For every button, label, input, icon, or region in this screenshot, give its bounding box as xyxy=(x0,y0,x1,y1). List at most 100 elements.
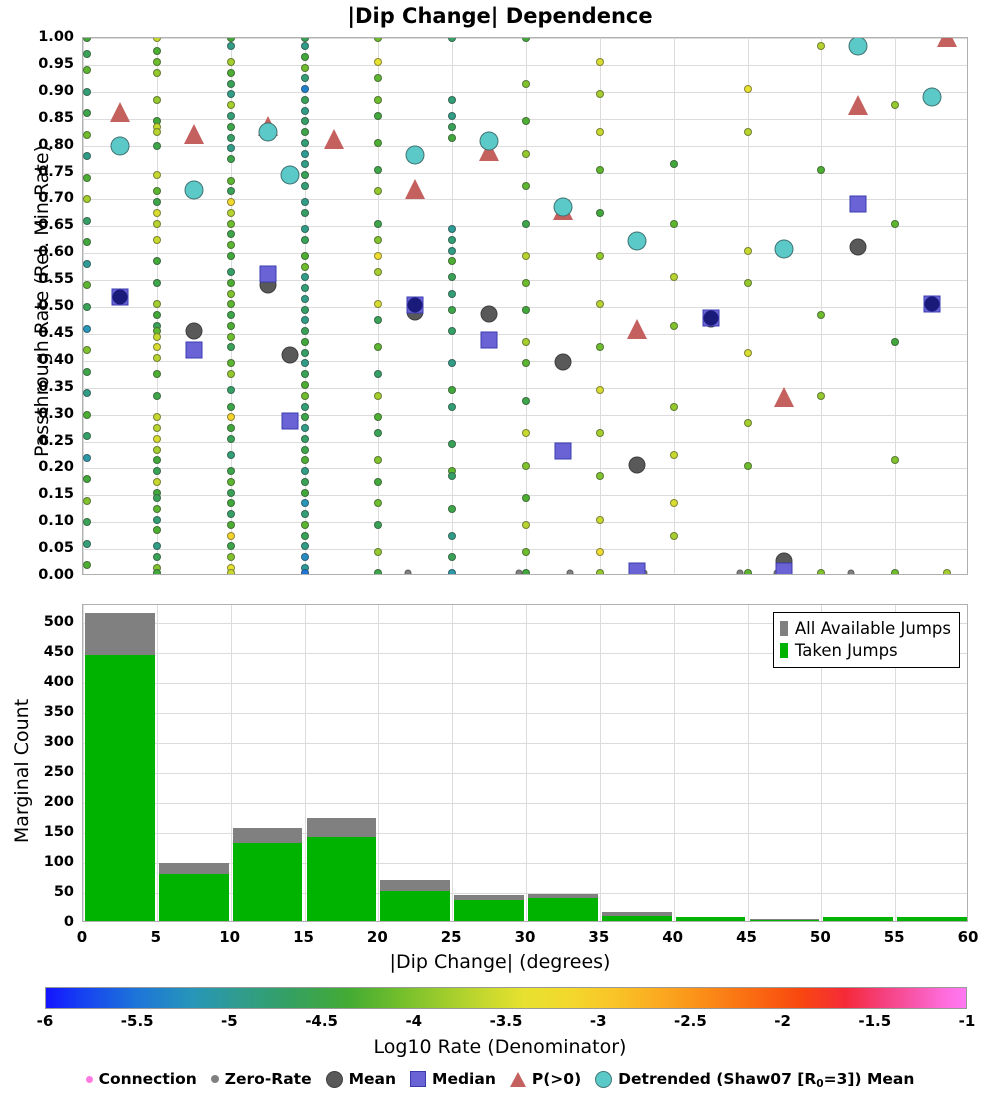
scatter-y-tick-label: 0.80 xyxy=(38,136,74,153)
histogram-bar[interactable] xyxy=(232,828,303,921)
hist-x-tick-label: 5 xyxy=(150,928,162,946)
scatter-point-connection xyxy=(743,246,752,255)
colorbar-gradient xyxy=(45,987,967,1009)
histogram-bar[interactable] xyxy=(306,817,377,921)
scatter-point-connection xyxy=(152,445,161,454)
scatter-point-connection xyxy=(522,547,530,556)
scatter-point-connection xyxy=(448,553,457,562)
scatter-point-connection xyxy=(226,133,235,142)
scatter-y-tick-label: 0.40 xyxy=(38,351,74,368)
marker-legend: Connection Zero-Rate Mean Median P(>0) Detren… xyxy=(0,1070,1000,1090)
histogram-bar[interactable] xyxy=(601,912,672,921)
scatter-marker-mean xyxy=(628,456,646,474)
scatter-point-connection xyxy=(448,235,457,244)
scatter-point-connection xyxy=(522,337,530,346)
hist-gridline-v xyxy=(230,605,232,921)
scatter-point-connection xyxy=(300,337,309,346)
hist-gridline-h xyxy=(83,743,967,744)
histogram-bar[interactable] xyxy=(749,919,820,921)
scatter-point-connection xyxy=(226,413,235,422)
histogram-bar[interactable] xyxy=(158,863,229,921)
scatter-marker-p-gt-0 xyxy=(324,129,345,150)
scatter-point-connection xyxy=(300,171,309,180)
histogram-bar[interactable] xyxy=(85,613,155,921)
scatter-point-connection xyxy=(300,467,309,476)
scatter-point-connection xyxy=(595,300,604,309)
hist-gridline-h xyxy=(83,803,967,804)
scatter-point-connection xyxy=(152,47,161,56)
scatter-point-connection xyxy=(300,251,309,260)
colorbar-tick-label: -5.5 xyxy=(120,1012,154,1030)
scatter-point-connection xyxy=(595,90,604,99)
hist-gridline-h xyxy=(83,653,967,654)
hist-x-tick-label: 35 xyxy=(588,928,610,946)
histogram-bar[interactable] xyxy=(897,917,967,921)
scatter-point-connection xyxy=(226,101,235,110)
scatter-point-connection xyxy=(669,499,678,508)
scatter-point-connection xyxy=(743,128,752,137)
scatter-point-connection xyxy=(226,155,235,164)
scatter-gridline-h xyxy=(83,414,967,416)
histogram-bar[interactable] xyxy=(675,917,746,921)
scatter-point-connection xyxy=(83,38,92,42)
scatter-marker-median xyxy=(554,442,572,460)
scatter-point-connection xyxy=(448,112,457,120)
scatter-marker-median xyxy=(281,412,299,430)
histogram-bar[interactable] xyxy=(823,916,894,921)
histogram-panel[interactable]: All Available Jumps Taken Jumps xyxy=(82,604,968,922)
scatter-marker-p-gt-0 xyxy=(848,95,869,116)
colorbar-label: Log10 Rate (Denominator) xyxy=(373,1036,627,1058)
scatter-point-connection xyxy=(595,429,604,438)
colorbar-tick-label: -2.5 xyxy=(673,1012,707,1030)
scatter-point-connection xyxy=(300,208,309,217)
scatter-point-connection xyxy=(152,413,161,422)
scatter-point-connection xyxy=(152,171,161,180)
scatter-point-connection xyxy=(743,461,752,470)
colorbar-tick-label: -1.5 xyxy=(858,1012,892,1030)
scatter-point-connection xyxy=(743,418,752,427)
hist-y-tick-label: 450 xyxy=(43,644,74,660)
scatter-point-connection xyxy=(226,531,235,540)
scatter-point-connection xyxy=(522,429,530,438)
scatter-y-tick-label: 1.00 xyxy=(38,29,74,45)
scatter-point-connection xyxy=(448,531,457,540)
scatter-gridline-v xyxy=(821,38,823,574)
scatter-marker-median xyxy=(259,265,277,283)
hist-x-tick-label: 50 xyxy=(809,928,831,946)
scatter-point-connection xyxy=(522,117,530,126)
scatter-plot-panel[interactable] xyxy=(82,37,968,575)
scatter-point-connection xyxy=(300,327,309,336)
scatter-point-connection xyxy=(522,397,530,406)
scatter-point-connection xyxy=(522,251,530,260)
scatter-gridline-h xyxy=(83,333,967,335)
scatter-point-connection xyxy=(817,569,826,574)
scatter-point-zero-rate xyxy=(404,569,412,574)
scatter-point-connection xyxy=(300,381,309,389)
scatter-point-connection xyxy=(83,130,92,139)
scatter-point-connection xyxy=(226,230,235,239)
scatter-point-connection xyxy=(152,332,161,341)
histogram-bar[interactable] xyxy=(528,894,598,921)
scatter-point-connection xyxy=(83,496,92,505)
scatter-y-tick-label: 0.90 xyxy=(38,82,74,99)
scatter-point-connection xyxy=(448,440,457,449)
scatter-y-tick-label: 0.45 xyxy=(38,324,74,341)
scatter-point-connection xyxy=(83,518,92,527)
scatter-point-connection xyxy=(374,499,383,508)
colorbar-tick-label: -3.5 xyxy=(489,1012,523,1030)
scatter-point-connection xyxy=(226,386,235,395)
scatter-point-connection xyxy=(374,569,383,574)
hist-gridline-v xyxy=(378,605,380,921)
histogram-bar[interactable] xyxy=(454,894,524,921)
histogram-bar[interactable] xyxy=(380,880,451,921)
scatter-point-connection xyxy=(300,510,309,519)
scatter-point-connection xyxy=(374,187,383,196)
scatter-point-connection xyxy=(83,50,92,59)
histogram-bar-taken xyxy=(380,891,451,921)
hist-gridline-h xyxy=(83,683,967,684)
marker-legend-item: Mean xyxy=(325,1070,396,1088)
scatter-point-connection xyxy=(522,461,530,470)
scatter-point-connection xyxy=(300,198,309,207)
colorbar-tick-label: -3 xyxy=(589,1012,607,1030)
scatter-point-connection xyxy=(83,453,92,462)
